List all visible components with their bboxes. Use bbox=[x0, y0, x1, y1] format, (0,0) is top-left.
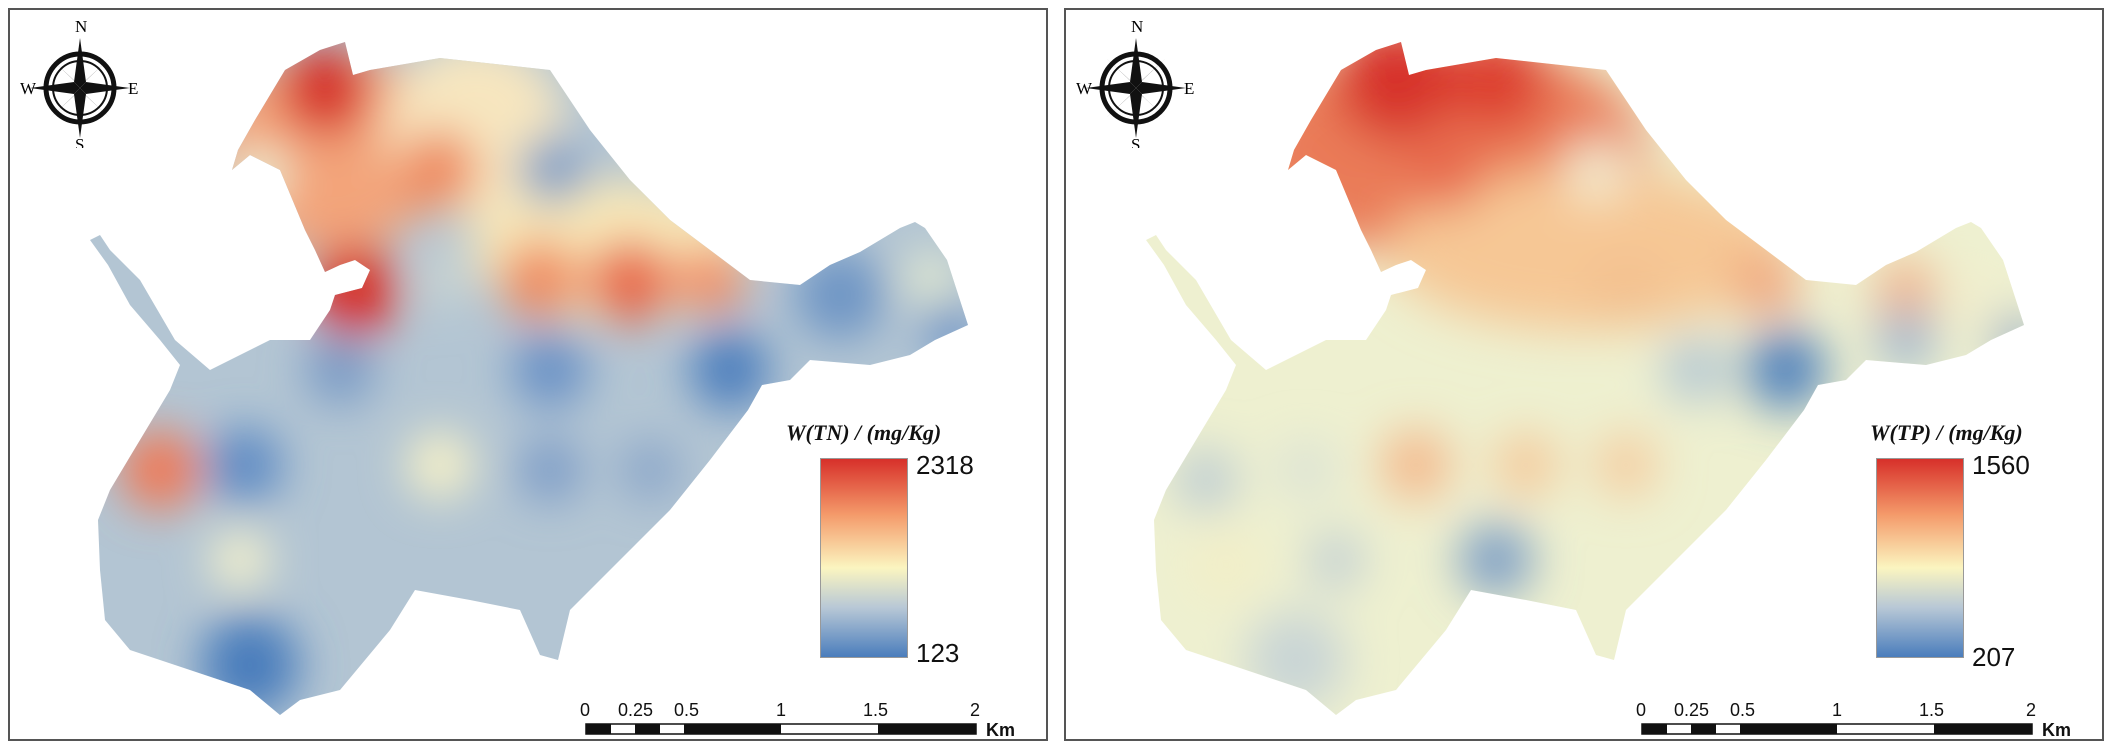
tn-map-surface bbox=[90, 42, 968, 715]
scale-tick-0: 0 bbox=[1636, 700, 1647, 720]
scale-unit: Km bbox=[2042, 720, 2072, 740]
compass-e-label: E bbox=[1184, 79, 1194, 98]
legend-max-tn: 2318 bbox=[916, 450, 974, 480]
scale-tick-1: 1 bbox=[776, 700, 787, 720]
map-panel-tn: N S W E W(TN) / (mg/Kg) 2318 123 0 0.25 … bbox=[8, 8, 1048, 741]
scale-tick-025: 0.25 bbox=[618, 700, 654, 720]
legend-max-tp: 1560 bbox=[1972, 450, 2030, 480]
compass-rose-tn: N S W E bbox=[20, 17, 140, 154]
scale-tick-025: 0.25 bbox=[1674, 700, 1710, 720]
compass-n-label: N bbox=[1131, 18, 1143, 36]
scale-tick-15: 1.5 bbox=[863, 700, 889, 720]
legend-min-tn: 123 bbox=[916, 638, 960, 668]
scale-tick-05: 0.5 bbox=[1730, 700, 1756, 720]
scale-unit: Km bbox=[986, 720, 1016, 740]
scale-tick-2: 2 bbox=[970, 700, 981, 720]
legend-min-tp: 207 bbox=[1972, 642, 2016, 672]
compass-s-label: S bbox=[1131, 135, 1140, 148]
scale-tick-2: 2 bbox=[2026, 700, 2037, 720]
legend-title-tn: W(TN) / (mg/Kg) bbox=[786, 420, 942, 445]
scale-tick-15: 1.5 bbox=[1919, 700, 1945, 720]
compass-s-label: S bbox=[75, 135, 84, 148]
legend-colorbar-tp bbox=[1876, 458, 1964, 658]
scale-tick-0: 0 bbox=[580, 700, 591, 720]
compass-w-label: W bbox=[20, 79, 37, 98]
compass-e-label: E bbox=[128, 79, 138, 98]
scale-bar-tp: 0 0.25 0.5 1 1.5 2 Km bbox=[1626, 698, 2071, 743]
scale-tick-1: 1 bbox=[1832, 700, 1843, 720]
compass-rose-tp: N S W E bbox=[1076, 17, 1196, 154]
legend-title-tp: W(TP) / (mg/Kg) bbox=[1870, 420, 2023, 445]
scale-tick-05: 0.5 bbox=[674, 700, 700, 720]
scale-bar-tn: 0 0.25 0.5 1 1.5 2 Km bbox=[570, 698, 1015, 743]
tp-map-surface bbox=[1146, 42, 2024, 715]
legend-colorbar-tn bbox=[820, 458, 908, 658]
compass-n-label: N bbox=[75, 18, 87, 36]
compass-w-label: W bbox=[1076, 79, 1093, 98]
map-panel-tp: N S W E W(TP) / (mg/Kg) 1560 207 0 0.25 … bbox=[1064, 8, 2104, 741]
